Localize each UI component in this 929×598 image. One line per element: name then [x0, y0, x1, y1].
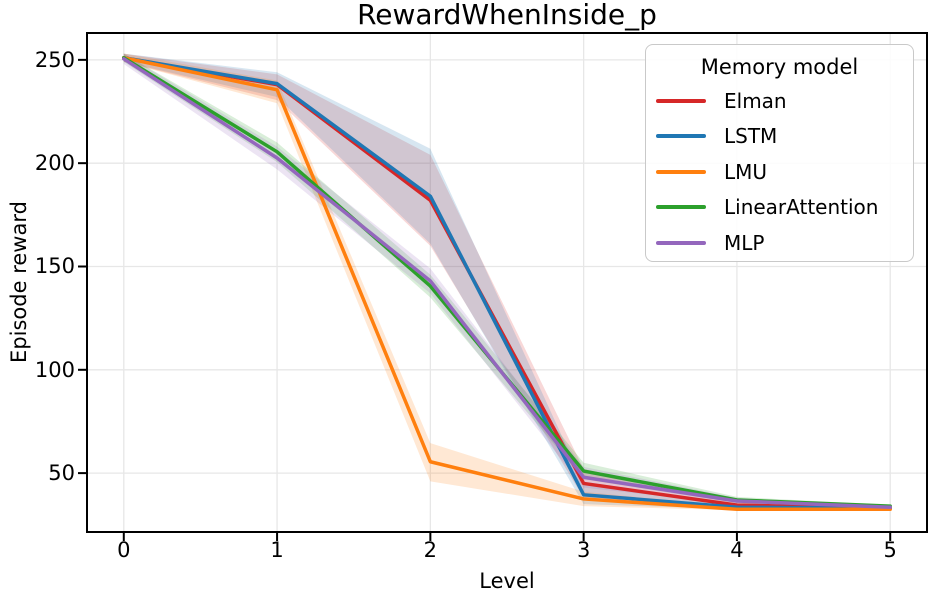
legend-label: Elman [724, 88, 787, 113]
x-tick-label: 0 [117, 538, 131, 562]
chart-title: RewardWhenInside_p [357, 0, 657, 31]
legend: Memory model Elman LSTM LMU LinearAttention… [645, 44, 914, 262]
x-tick-label: 5 [883, 538, 897, 562]
y-tick-label: 200 [34, 151, 75, 176]
line-lstm [122, 56, 892, 510]
legend-label: LinearAttention [724, 195, 879, 220]
legend-line-icon [656, 134, 706, 139]
legend-entries: Elman LSTM LMU LinearAttention MLP [646, 83, 913, 261]
x-axis-label: Level [479, 569, 535, 593]
axes-spines [86, 32, 928, 533]
legend-entry-lstm: LSTM [646, 119, 913, 155]
line-lmu [122, 56, 892, 512]
legend-entry-lmu: LMU [646, 154, 913, 190]
legend-line-icon [656, 240, 706, 245]
x-tick-label: 4 [730, 538, 744, 562]
x-tick-label: 1 [270, 538, 284, 562]
legend-line-icon [656, 98, 706, 103]
line-mlp [122, 57, 892, 509]
legend-line-icon [656, 169, 706, 174]
legend-entry-elman: Elman [646, 83, 913, 119]
legend-label: LSTM [724, 124, 778, 149]
legend-entry-mlp: MLP [646, 225, 913, 261]
legend-line-icon [656, 205, 706, 210]
y-tick-label: 100 [34, 357, 75, 382]
y-tick-label: 50 [48, 461, 75, 486]
x-tick-label: 3 [576, 538, 591, 562]
band-linearattention [123, 53, 891, 509]
legend-label: MLP [724, 230, 765, 255]
legend-entry-linearattention: LinearAttention [646, 190, 913, 226]
legend-title: Memory model [700, 55, 859, 79]
legend-label: LMU [724, 159, 768, 184]
y-axis-label: Episode reward [7, 201, 31, 363]
y-tick-label: 150 [34, 254, 75, 279]
y-tick-label: 250 [34, 47, 75, 72]
x-tick-label: 2 [423, 538, 438, 562]
